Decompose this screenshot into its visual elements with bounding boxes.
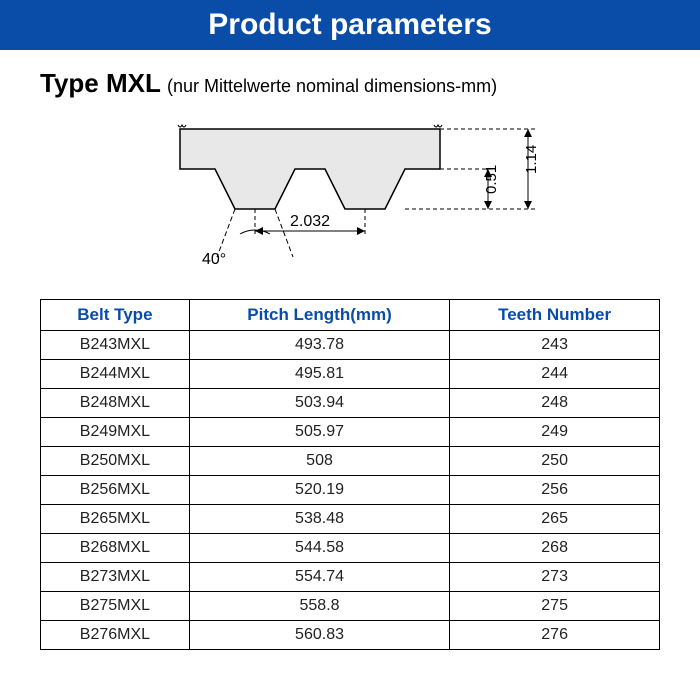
table-cell: B276MXL	[41, 621, 190, 650]
header-bar: Product parameters	[0, 0, 700, 50]
table-row: B244MXL495.81244	[41, 360, 660, 389]
table-cell: B268MXL	[41, 534, 190, 563]
table-row: B275MXL558.8275	[41, 592, 660, 621]
table-cell: 538.48	[189, 505, 449, 534]
col-belt-type: Belt Type	[41, 300, 190, 331]
table-cell: 560.83	[189, 621, 449, 650]
table-cell: B249MXL	[41, 418, 190, 447]
table-cell: 273	[450, 563, 660, 592]
thickness-label: 1.14	[523, 145, 540, 174]
table-cell: 276	[450, 621, 660, 650]
type-label: Type MXL	[40, 68, 161, 98]
belt-profile-shape	[180, 129, 440, 209]
table-cell: 558.8	[189, 592, 449, 621]
table-row: B268MXL544.58268	[41, 534, 660, 563]
angle-label: 40°	[202, 251, 226, 268]
header-title: Product parameters	[208, 8, 491, 41]
table-cell: 554.74	[189, 563, 449, 592]
table-cell: 503.94	[189, 389, 449, 418]
table-row: B276MXL560.83276	[41, 621, 660, 650]
table-cell: 249	[450, 418, 660, 447]
table-cell: B244MXL	[41, 360, 190, 389]
table-cell: B248MXL	[41, 389, 190, 418]
table-cell: 268	[450, 534, 660, 563]
table-cell: 505.97	[189, 418, 449, 447]
table-row: B243MXL493.78243	[41, 331, 660, 360]
table-cell: 243	[450, 331, 660, 360]
table-cell: 265	[450, 505, 660, 534]
table-cell: 250	[450, 447, 660, 476]
table-cell: B273MXL	[41, 563, 190, 592]
table-header-row: Belt Type Pitch Length(mm) Teeth Number	[41, 300, 660, 331]
table-cell: 493.78	[189, 331, 449, 360]
table-row: B265MXL538.48265	[41, 505, 660, 534]
table-cell: 508	[189, 447, 449, 476]
table-row: B250MXL508250	[41, 447, 660, 476]
tooth-height-label: 0.51	[483, 165, 500, 194]
subtitle-detail: (nur Mittelwerte nominal dimensions-mm)	[167, 76, 497, 96]
parameters-table: Belt Type Pitch Length(mm) Teeth Number …	[40, 299, 660, 650]
table-row: B249MXL505.97249	[41, 418, 660, 447]
table-cell: 244	[450, 360, 660, 389]
table-cell: B275MXL	[41, 592, 190, 621]
table-row: B256MXL520.19256	[41, 476, 660, 505]
tooth-profile-diagram: 40° 2.032 1.14 0.51	[0, 109, 700, 284]
table-cell: B256MXL	[41, 476, 190, 505]
table-cell: 256	[450, 476, 660, 505]
table-row: B248MXL503.94248	[41, 389, 660, 418]
pitch-label: 2.032	[290, 213, 330, 230]
table-cell: B250MXL	[41, 447, 190, 476]
table-cell: 495.81	[189, 360, 449, 389]
subtitle: Type MXL (nur Mittelwerte nominal dimens…	[40, 68, 700, 99]
table-cell: 248	[450, 389, 660, 418]
table-cell: 275	[450, 592, 660, 621]
table-row: B273MXL554.74273	[41, 563, 660, 592]
col-pitch-length: Pitch Length(mm)	[189, 300, 449, 331]
table-cell: 544.58	[189, 534, 449, 563]
col-teeth-number: Teeth Number	[450, 300, 660, 331]
table-cell: B265MXL	[41, 505, 190, 534]
table-cell: 520.19	[189, 476, 449, 505]
table-cell: B243MXL	[41, 331, 190, 360]
